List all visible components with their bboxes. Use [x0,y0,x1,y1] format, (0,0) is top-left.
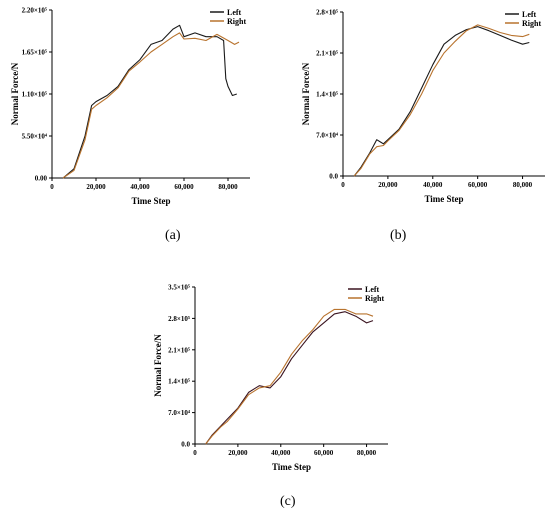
legend-label-right: Right [522,19,541,28]
y-tick-label: 3.5×10⁵ [168,284,190,292]
series-line-left [205,311,374,445]
y-axis-title: Normal Force/N [301,62,311,125]
y-tick-label: 2.1×10⁵ [168,346,190,354]
legend-label-left: Left [522,10,537,19]
series-line-left [62,24,237,179]
x-tick-label: 60,000 [174,183,194,191]
y-tick-label: 1.4×10⁵ [316,91,338,99]
series-line-right [205,308,374,445]
y-tick-label: 2.8×10⁵ [316,9,338,17]
x-tick-label: 20,000 [86,183,106,191]
panel-label-b: (b) [390,228,407,243]
chart-a-svg: 0 20,000 40,000 60,000 80,000 0.00 5.50×10⁴ 1.1… [10,7,250,206]
x-tick-label: 80,000 [218,183,238,191]
y-tick-label: 1.65×10⁵ [22,49,47,57]
y-tick-label: 1.10×10⁵ [22,91,47,99]
panel-label-a: (a) [165,228,181,243]
x-tick-label: 20,000 [228,449,248,457]
chart-c: 0 20,000 40,000 60,000 80,000 0.0 7.0×10⁴ 1.4×1… [140,270,415,485]
legend-label-right: Right [365,294,384,303]
series-line-right [62,32,240,179]
x-tick-label: 0 [50,183,54,191]
y-tick-label: 2.8×10⁵ [168,315,190,323]
x-axis-title: Time Step [272,462,311,472]
x-tick-label: 40,000 [423,181,443,189]
x-axis-title: Time Step [131,196,170,206]
x-tick-label: 40,000 [130,183,150,191]
y-axis-title: Normal Force/N [153,334,163,397]
y-tick-label: 2.20×10⁵ [22,7,47,15]
y-tick-label: 5.50×10⁴ [22,133,48,141]
x-tick-label: 80,000 [357,449,377,457]
x-tick-label: 40,000 [271,449,291,457]
x-axis-title: Time Step [424,194,463,204]
y-tick-label: 7.0×10⁴ [168,409,191,417]
y-tick-label: 0.0 [329,173,338,181]
panel-label-c: (c) [280,494,296,509]
y-tick-label: 0.00 [35,175,48,183]
legend-label-left: Left [227,8,242,17]
chart-a: 0 20,000 40,000 60,000 80,000 0.00 5.50×10⁴ 1.1… [0,0,275,215]
series-line-left [353,26,530,177]
y-axis-title: Normal Force/N [10,62,20,125]
x-tick-label: 80,000 [513,181,533,189]
x-tick-label: 0 [193,449,197,457]
x-tick-label: 20,000 [378,181,398,189]
y-tick-label: 7.0×10⁴ [316,132,339,140]
y-tick-label: 1.4×10⁵ [168,378,190,386]
x-tick-label: 0 [341,181,345,189]
y-tick-label: 0.0 [181,441,190,449]
series-line-right [353,24,530,177]
x-tick-label: 60,000 [468,181,488,189]
chart-c-svg: 0 20,000 40,000 60,000 80,000 0.0 7.0×10⁴ 1.4×1… [153,284,388,472]
chart-b: 0 20,000 40,000 60,000 80,000 0.0 7.0×10⁴ 1.4×1… [275,0,550,215]
y-tick-label: 2.1×10⁵ [316,50,338,58]
chart-b-svg: 0 20,000 40,000 60,000 80,000 0.0 7.0×10⁴ 1.4×1… [301,9,545,204]
legend-label-left: Left [365,285,380,294]
legend-label-right: Right [227,17,246,26]
x-tick-label: 60,000 [314,449,334,457]
